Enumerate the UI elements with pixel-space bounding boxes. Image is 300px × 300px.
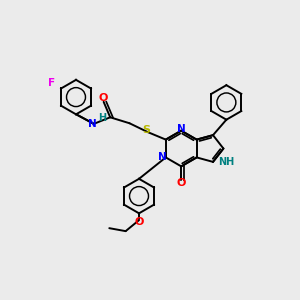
Text: N: N <box>88 119 97 129</box>
Text: N: N <box>158 152 167 162</box>
Text: H: H <box>98 113 106 123</box>
Text: NH: NH <box>218 157 235 167</box>
Text: S: S <box>143 125 151 135</box>
Text: N: N <box>177 124 186 134</box>
Text: O: O <box>176 178 186 188</box>
Text: O: O <box>134 217 144 227</box>
Text: O: O <box>99 93 108 103</box>
Text: F: F <box>48 78 55 88</box>
